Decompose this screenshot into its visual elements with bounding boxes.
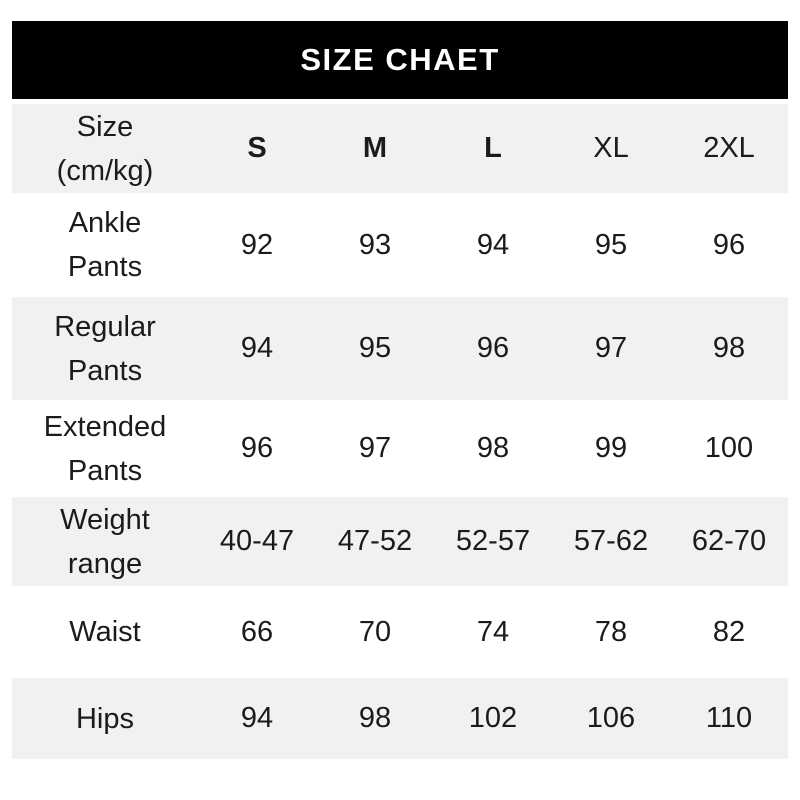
cell-value: 94	[476, 228, 510, 261]
cell-value: 52-57	[455, 525, 531, 557]
row-label-line: Waist	[69, 616, 141, 648]
row-label-ankle-pants: Ankle Pants	[12, 201, 198, 289]
cell-value: 70	[358, 615, 392, 648]
row-label-line: Pants	[67, 354, 143, 387]
table-row-extended-pants: Extended Pants 96 97 98 99 100	[12, 400, 788, 497]
cell-value: 74	[476, 615, 510, 648]
cell-value: 40-47	[219, 525, 295, 557]
cell-value: 95	[594, 228, 628, 261]
cell-value: 96	[476, 332, 510, 364]
cell-value: 98	[476, 432, 510, 464]
table-row-ankle-pants: Ankle Pants 92 93 94 95 96	[12, 193, 788, 297]
row-label-line: Ankle	[68, 207, 142, 239]
cell-value: 94	[240, 702, 274, 734]
corner-header-line2: (cm/kg)	[56, 154, 154, 187]
cell-value: 96	[240, 432, 274, 464]
row-label-line: Hips	[75, 702, 134, 735]
chart-title-bar: SIZE CHAET	[12, 21, 788, 99]
cell-value: 95	[358, 332, 392, 364]
cell-value: 97	[594, 332, 628, 364]
table-row-regular-pants: Regular Pants 94 95 96 97 98	[12, 297, 788, 400]
cell-value: 92	[240, 228, 274, 261]
table-row-weight-range: Weight range 40-47 47-52 52-57 57-62 62-…	[12, 497, 788, 586]
cell-value: 100	[704, 432, 754, 464]
row-label-line: Pants	[67, 251, 143, 283]
row-label-line: Pants	[67, 454, 143, 487]
column-header-xl: XL	[593, 132, 629, 164]
cell-value: 62-70	[691, 525, 767, 557]
corner-header-line1: Size	[76, 110, 134, 143]
corner-header-size-unit: Size (cm/kg)	[12, 105, 198, 193]
row-label-weight-range: Weight range	[12, 498, 198, 586]
row-label-extended-pants: Extended Pants	[12, 405, 198, 493]
column-header-2xl: 2XL	[703, 132, 755, 164]
cell-value: 82	[712, 615, 746, 648]
cell-value: 66	[240, 615, 274, 648]
cell-value: 99	[594, 432, 628, 464]
row-label-line: Extended	[43, 410, 167, 443]
row-label-line: range	[67, 547, 143, 580]
cell-value: 97	[358, 432, 392, 464]
row-label-hips: Hips	[12, 697, 198, 741]
cell-value: 98	[712, 332, 746, 364]
cell-value: 78	[594, 615, 628, 648]
row-label-regular-pants: Regular Pants	[12, 305, 198, 393]
cell-value: 98	[358, 702, 392, 734]
cell-value: 94	[240, 332, 274, 364]
table-header-row: Size (cm/kg) S M L XL 2XL	[12, 104, 788, 193]
cell-value: 93	[358, 228, 392, 261]
table-row-hips: Hips 94 98 102 106 110	[12, 678, 788, 759]
table-row-waist: Waist 66 70 74 78 82	[12, 586, 788, 678]
column-header-m: M	[362, 132, 388, 164]
row-label-line: Weight	[60, 503, 150, 536]
column-header-l: L	[484, 132, 502, 164]
cell-value: 110	[705, 702, 753, 734]
size-table: Size (cm/kg) S M L XL 2XL Ankle Pants 92…	[12, 104, 788, 759]
cell-value: 47-52	[337, 525, 413, 557]
cell-value: 96	[712, 228, 746, 261]
column-header-s: S	[247, 132, 267, 164]
cell-value: 57-62	[573, 525, 649, 557]
row-label-line: Regular	[54, 310, 156, 343]
chart-title: SIZE CHAET	[300, 42, 500, 77]
cell-value: 102	[468, 702, 518, 734]
row-label-waist: Waist	[12, 610, 198, 654]
cell-value: 106	[586, 702, 636, 734]
